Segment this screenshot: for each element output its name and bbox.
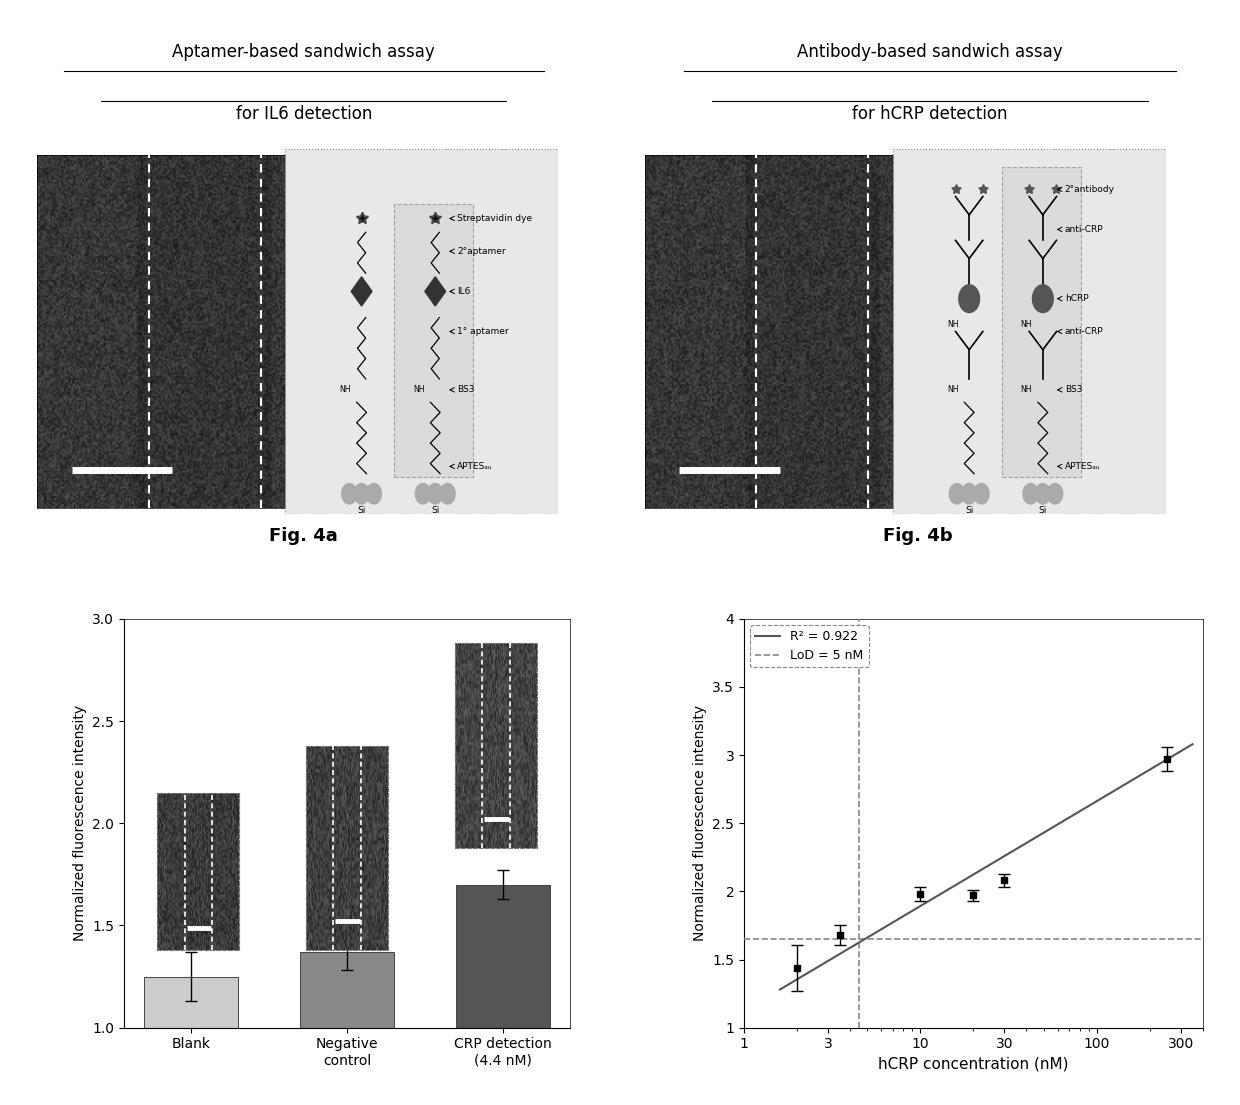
Circle shape xyxy=(1023,484,1038,504)
Text: NH: NH xyxy=(1021,319,1032,328)
Circle shape xyxy=(959,285,980,313)
Polygon shape xyxy=(351,276,372,306)
Circle shape xyxy=(1048,484,1063,504)
Bar xyxy=(300,953,394,1105)
Bar xyxy=(394,203,474,477)
Bar xyxy=(144,977,238,1105)
Circle shape xyxy=(1033,285,1053,313)
Text: 1° aptamer: 1° aptamer xyxy=(450,327,508,336)
Bar xyxy=(1002,167,1081,477)
Text: Fig. 4a: Fig. 4a xyxy=(269,527,339,545)
Text: BS3: BS3 xyxy=(450,386,475,394)
Circle shape xyxy=(950,484,965,504)
Text: Antibody-based sandwich assay: Antibody-based sandwich assay xyxy=(797,43,1063,61)
Text: Si: Si xyxy=(1039,506,1047,515)
Text: NH: NH xyxy=(340,386,351,394)
Circle shape xyxy=(428,484,443,504)
Text: BS3: BS3 xyxy=(1058,386,1083,394)
Text: 2°antibody: 2°antibody xyxy=(1058,185,1115,193)
Text: 2°aptamer: 2°aptamer xyxy=(450,246,506,255)
Circle shape xyxy=(366,484,382,504)
Point xyxy=(1141,94,1156,107)
Polygon shape xyxy=(425,276,445,306)
Text: IL6: IL6 xyxy=(450,287,470,296)
Text: Aptamer-based sandwich assay: Aptamer-based sandwich assay xyxy=(172,43,435,61)
Text: APTESₐᵤ: APTESₐᵤ xyxy=(1058,462,1100,471)
Circle shape xyxy=(440,484,455,504)
Text: NH: NH xyxy=(947,386,959,394)
Text: APTESₐᵤ: APTESₐᵤ xyxy=(450,462,492,471)
Y-axis label: Normalized fluorescence intensity: Normalized fluorescence intensity xyxy=(73,705,87,941)
Text: Si: Si xyxy=(965,506,973,515)
Text: NH: NH xyxy=(1021,386,1032,394)
Text: anti-CRP: anti-CRP xyxy=(1058,225,1104,234)
Text: NH: NH xyxy=(413,386,424,394)
Text: NH: NH xyxy=(947,319,959,328)
Circle shape xyxy=(973,484,990,504)
Text: for IL6 detection: for IL6 detection xyxy=(236,105,372,123)
Text: Si: Si xyxy=(357,506,366,515)
Y-axis label: Normalized fluorescence intensity: Normalized fluorescence intensity xyxy=(693,705,707,941)
Point xyxy=(704,94,719,107)
Circle shape xyxy=(1035,484,1050,504)
Text: Fig. 4b: Fig. 4b xyxy=(883,527,952,545)
Circle shape xyxy=(961,484,977,504)
Bar xyxy=(456,884,551,1105)
Text: for hCRP detection: for hCRP detection xyxy=(852,105,1008,123)
Text: Streptavidin dye: Streptavidin dye xyxy=(450,214,532,223)
Circle shape xyxy=(353,484,370,504)
Point xyxy=(94,94,109,107)
Text: Si: Si xyxy=(432,506,439,515)
X-axis label: hCRP concentration (nM): hCRP concentration (nM) xyxy=(878,1056,1069,1072)
Text: hCRP: hCRP xyxy=(1058,294,1089,303)
Circle shape xyxy=(415,484,430,504)
Legend: R² = 0.922, LoD = 5 nM: R² = 0.922, LoD = 5 nM xyxy=(750,625,868,667)
Circle shape xyxy=(342,484,357,504)
Text: anti-CRP: anti-CRP xyxy=(1058,327,1104,336)
Point xyxy=(498,94,513,107)
